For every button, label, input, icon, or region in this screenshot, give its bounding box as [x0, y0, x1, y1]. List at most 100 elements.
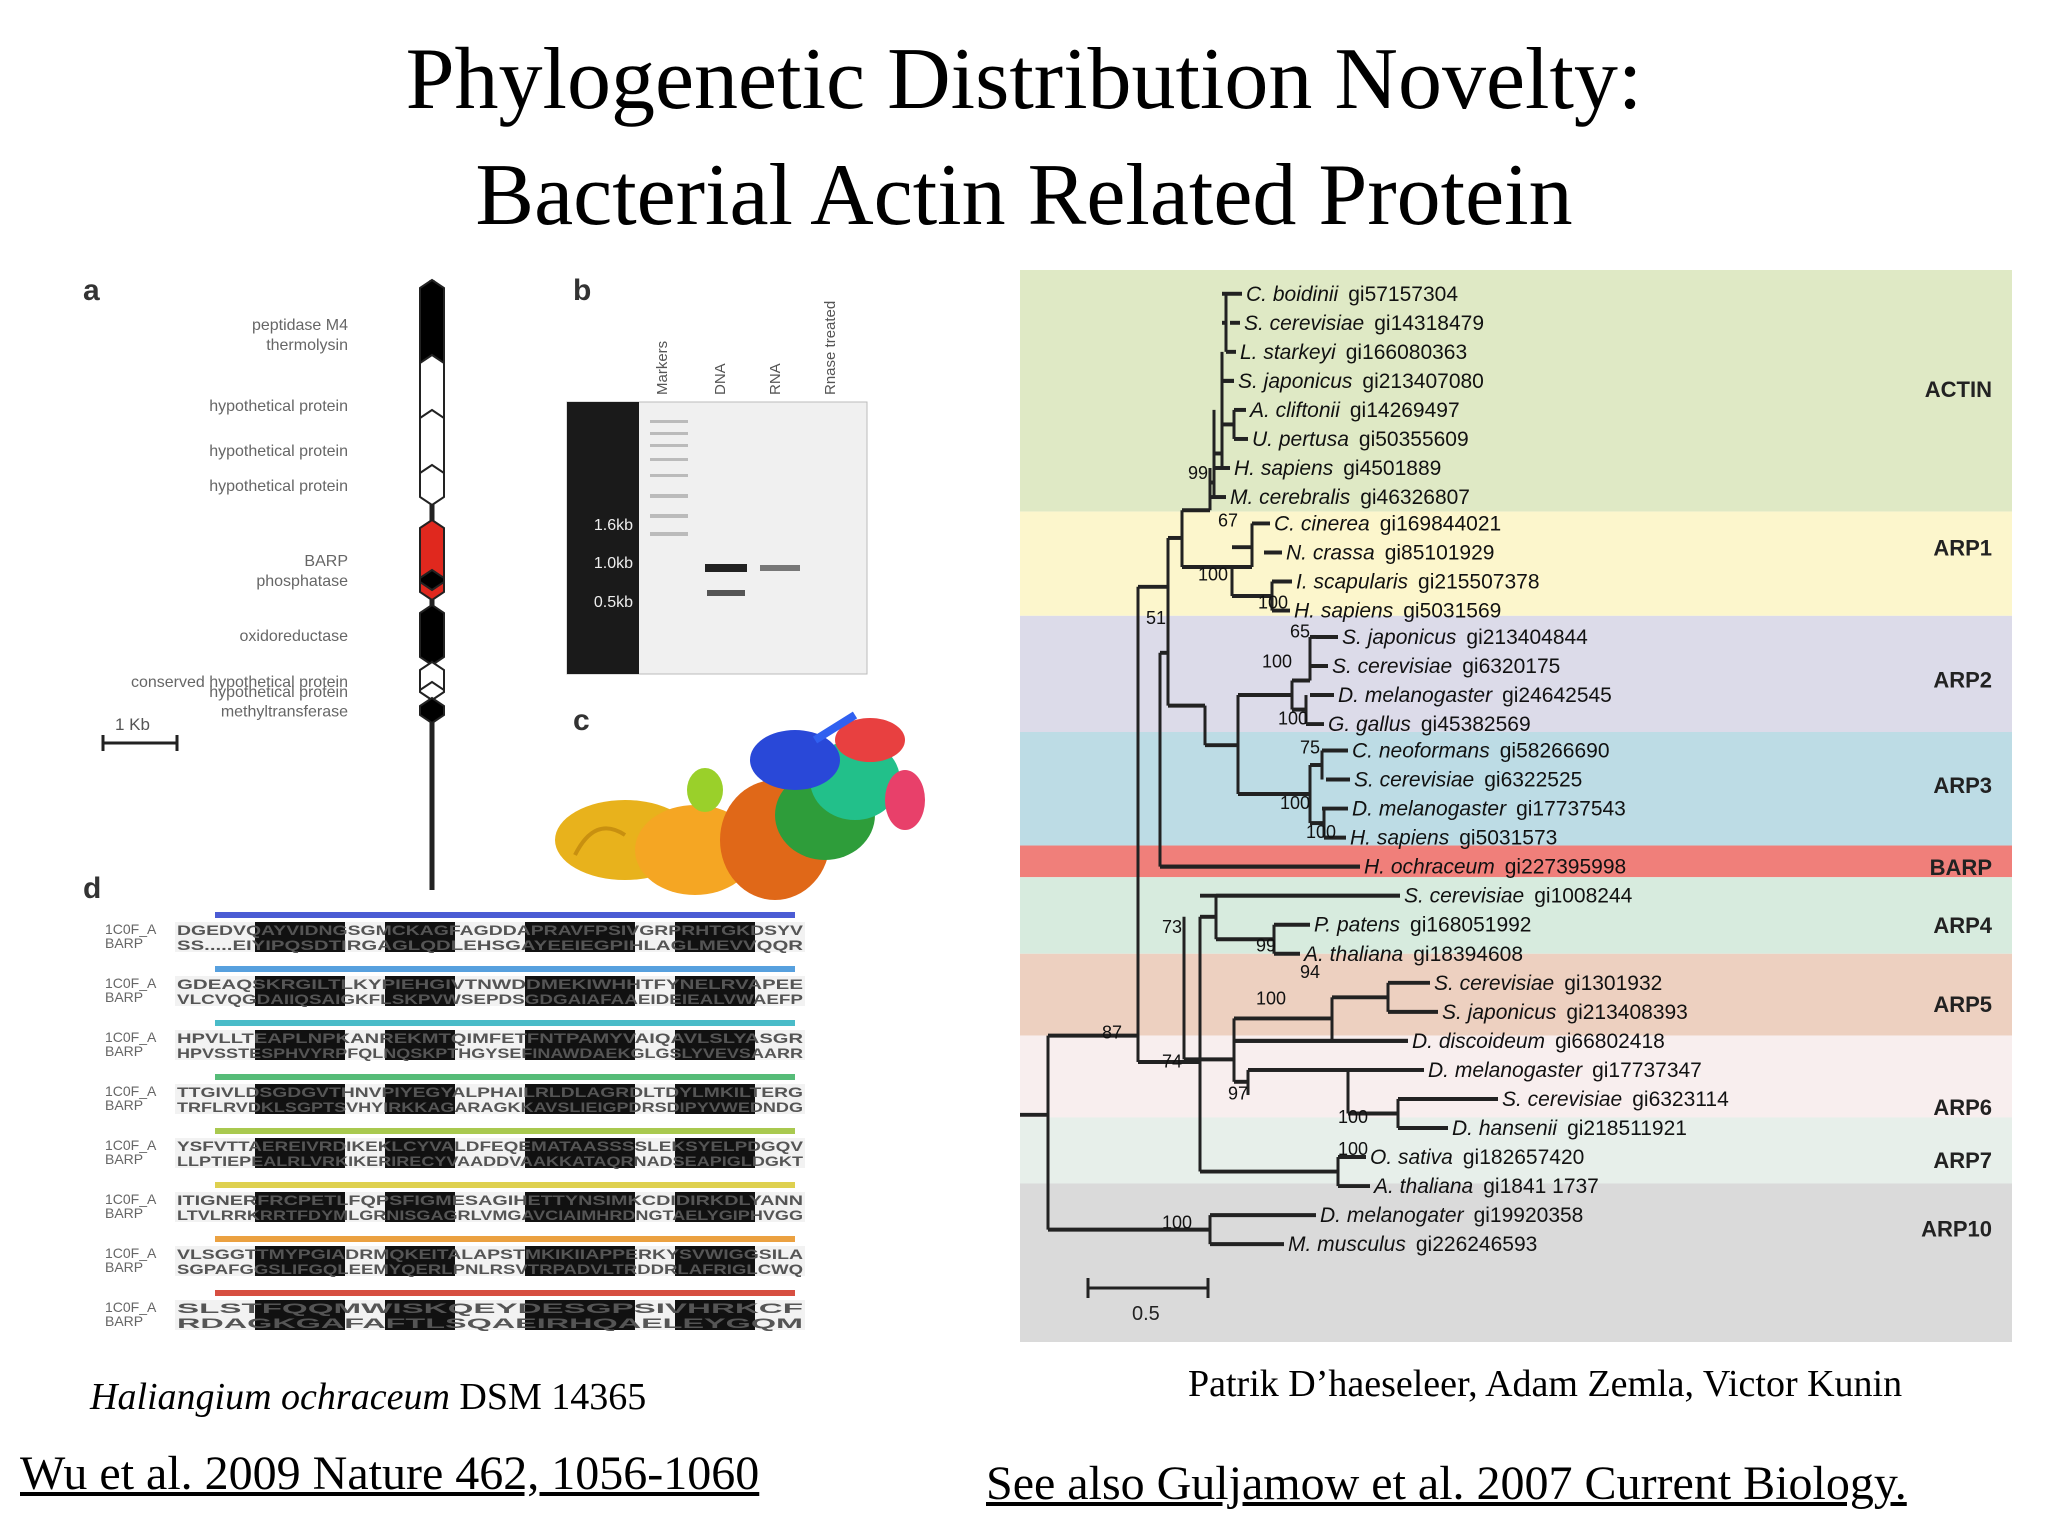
alignment-seq-1c0f: ITIGNERFRCPETLFQPSFIGMESAGIHETTYNSIMKCDI… — [177, 1192, 803, 1208]
figure-panels-abcd: a peptidase M4 thermolysin hypothetical pr… — [83, 274, 925, 1331]
taxon-label: D. melanogaster gi24642545 — [1338, 684, 1612, 707]
taxon-species: S. cerevisiae — [1332, 655, 1452, 678]
clade-band — [1020, 270, 2012, 512]
taxon-species: A. thaliana — [1372, 1175, 1473, 1198]
taxon-species: P. patens — [1314, 914, 1401, 937]
gel-lane-label: Rnase treated — [822, 301, 839, 395]
taxon-label: S. cerevisiae gi6323114 — [1502, 1088, 1729, 1111]
alignment-row-label: BARP — [105, 1313, 143, 1329]
panel-a: a peptidase M4 thermolysin hypothetical pr… — [83, 274, 445, 890]
taxon-species: S. cerevisiae — [1434, 972, 1554, 995]
taxon-species: H. ochraceum — [1364, 856, 1495, 879]
panel-d: d 1C0F_ABARPDGEDVQAYVIDNGSGMCKAGFAGDDAPR… — [83, 872, 805, 1331]
taxon-label: S. cerevisiae gi1008244 — [1404, 885, 1633, 908]
alignment-row-label: 1C0F_A — [105, 1299, 157, 1315]
bootstrap-value: 51 — [1146, 608, 1166, 628]
taxon-gi: gi218511921 — [1567, 1117, 1687, 1140]
taxon-species: C. neoformans — [1352, 739, 1490, 762]
taxon-species: S. cerevisiae — [1404, 885, 1524, 908]
gene-label: oxidoreductase — [239, 628, 348, 645]
alignment-seq-1c0f: DGEDVQAYVIDNGSGMCKAGFAGDDAPRAVFPSIVGRPRH… — [177, 922, 804, 938]
alignment-seq-1c0f: TTGIVLDSGDGVTHNVPIYEGYALPHAILRLDLAGRDLTD… — [177, 1084, 803, 1100]
gene-label: phosphatase — [256, 573, 348, 590]
clade-label: ARP1 — [1933, 536, 1992, 561]
bootstrap-value: 99 — [1256, 936, 1276, 956]
taxon-label: C. boidinii gi57157304 — [1246, 283, 1458, 306]
taxon-species: S. cerevisiae — [1354, 769, 1474, 792]
bootstrap-value: 73 — [1162, 917, 1182, 937]
taxon-label: C. cinerea gi169844021 — [1274, 512, 1501, 535]
panel-a-label: a — [83, 274, 100, 307]
reference-link-wu[interactable]: Wu et al. 2009 Nature 462, 1056-1060 — [20, 1447, 760, 1500]
taxon-label: S. japonicus gi213404844 — [1342, 626, 1588, 649]
gene-block-7: oxidoreductase — [239, 603, 445, 667]
taxon-label: D. hansenii gi218511921 — [1452, 1117, 1687, 1140]
gene-label: methyltransferase — [221, 704, 348, 721]
taxon-label: S. cerevisiae gi6320175 — [1332, 655, 1560, 678]
tree-scale-bar: 0.5 — [1086, 1278, 1210, 1325]
taxon-label: I. scapularis gi215507378 — [1296, 571, 1540, 594]
clade-label: ARP3 — [1933, 773, 1992, 798]
alignment-row-label: 1C0F_A — [105, 1245, 157, 1261]
taxon-species: G. gallus — [1328, 713, 1411, 736]
organism-strain: DSM 14365 — [449, 1376, 647, 1418]
clade-band — [1020, 845, 2012, 878]
taxon-species: M. cerebralis — [1230, 486, 1351, 509]
taxon-species: M. musculus — [1288, 1233, 1406, 1256]
taxon-label: L. starkeyi gi166080363 — [1240, 341, 1467, 364]
clade-label: ARP6 — [1933, 1095, 1992, 1120]
gene-block-1: peptidase M4 thermolysin — [252, 278, 445, 390]
alignment-seq-1c0f: VLSGGTTMYPGIADRMQKEITALAPSTMKIKIIAPPERKY… — [177, 1246, 803, 1262]
taxon-label: O. sativa gi182657420 — [1370, 1146, 1584, 1169]
taxon-label: M. musculus gi226246593 — [1288, 1233, 1537, 1256]
taxon-label: H. sapiens gi5031573 — [1350, 827, 1557, 850]
taxon-label: H. sapiens gi5031569 — [1294, 600, 1501, 623]
alignment-row-label: 1C0F_A — [105, 975, 157, 991]
taxon-gi: gi1008244 — [1534, 885, 1632, 908]
bootstrap-value: 67 — [1218, 510, 1238, 530]
taxon-label: A. thaliana gi18394608 — [1302, 943, 1523, 966]
alignment-row-label: BARP — [105, 1205, 143, 1221]
taxon-gi: gi6323114 — [1632, 1088, 1729, 1111]
gene-label: hypothetical protein — [209, 684, 348, 701]
taxon-gi: gi5031569 — [1403, 600, 1501, 623]
bootstrap-value: 99 — [1188, 463, 1208, 483]
taxon-species: H. sapiens — [1350, 827, 1450, 850]
taxon-label: D. melanogaster gi17737347 — [1428, 1059, 1702, 1082]
alignment-seq-1c0f: GDEAQSKRGILTLKYPIEHGIVTNWDDMEKIWHHTFYNEL… — [177, 976, 803, 992]
taxon-species: H. sapiens — [1234, 457, 1334, 480]
clade-label: BARP — [1930, 855, 1992, 880]
taxon-label: U. pertusa gi50355609 — [1252, 428, 1469, 451]
alignment-row-label: BARP — [105, 1043, 143, 1059]
gene-label: BARP — [304, 553, 348, 570]
clade-band — [1020, 732, 2012, 846]
taxon-gi: gi4501889 — [1343, 457, 1441, 480]
alignment-row-label: BARP — [105, 935, 143, 951]
reference-link-guljamow[interactable]: See also Guljamow et al. 2007 Current Bi… — [986, 1457, 1907, 1510]
protein-structure-image — [555, 711, 925, 900]
organism-name: Haliangium ochraceum — [90, 1376, 450, 1418]
taxon-species: I. scapularis — [1296, 571, 1409, 594]
taxon-gi: gi19920358 — [1474, 1204, 1584, 1227]
taxon-species: O. sativa — [1370, 1146, 1453, 1169]
taxon-gi: gi17737347 — [1592, 1059, 1702, 1082]
scale-bar-1kb: 1 Kb — [101, 715, 179, 751]
taxon-label: A. thaliana gi1841 1737 — [1372, 1175, 1599, 1198]
bootstrap-value: 100 — [1162, 1213, 1192, 1233]
clade-label: ARP4 — [1933, 913, 1992, 938]
taxon-label: H. ochraceum gi227395998 — [1364, 856, 1626, 879]
panel-b-label: b — [573, 274, 591, 307]
alignment-seq-barp: TRFLRVDKLSGPTSVHYIRKKAGARAGKKAVSLIEIGPDR… — [177, 1099, 803, 1115]
title-line-2: Bacterial Actin Related Protein — [475, 147, 1573, 244]
taxon-gi: gi6322525 — [1484, 769, 1582, 792]
gene-block-9: hypothetical protein — [209, 680, 445, 702]
clade-label: ARP5 — [1933, 992, 1992, 1017]
taxon-label: M. cerebralis gi46326807 — [1230, 486, 1470, 509]
clade-label: ARP7 — [1933, 1148, 1992, 1173]
alignment-seq-barp: VLCVQGDAIIQSAIGKFLSKPVWSEPDSGDGAIAFAAEID… — [177, 991, 803, 1007]
taxon-species: S. japonicus — [1342, 626, 1457, 649]
